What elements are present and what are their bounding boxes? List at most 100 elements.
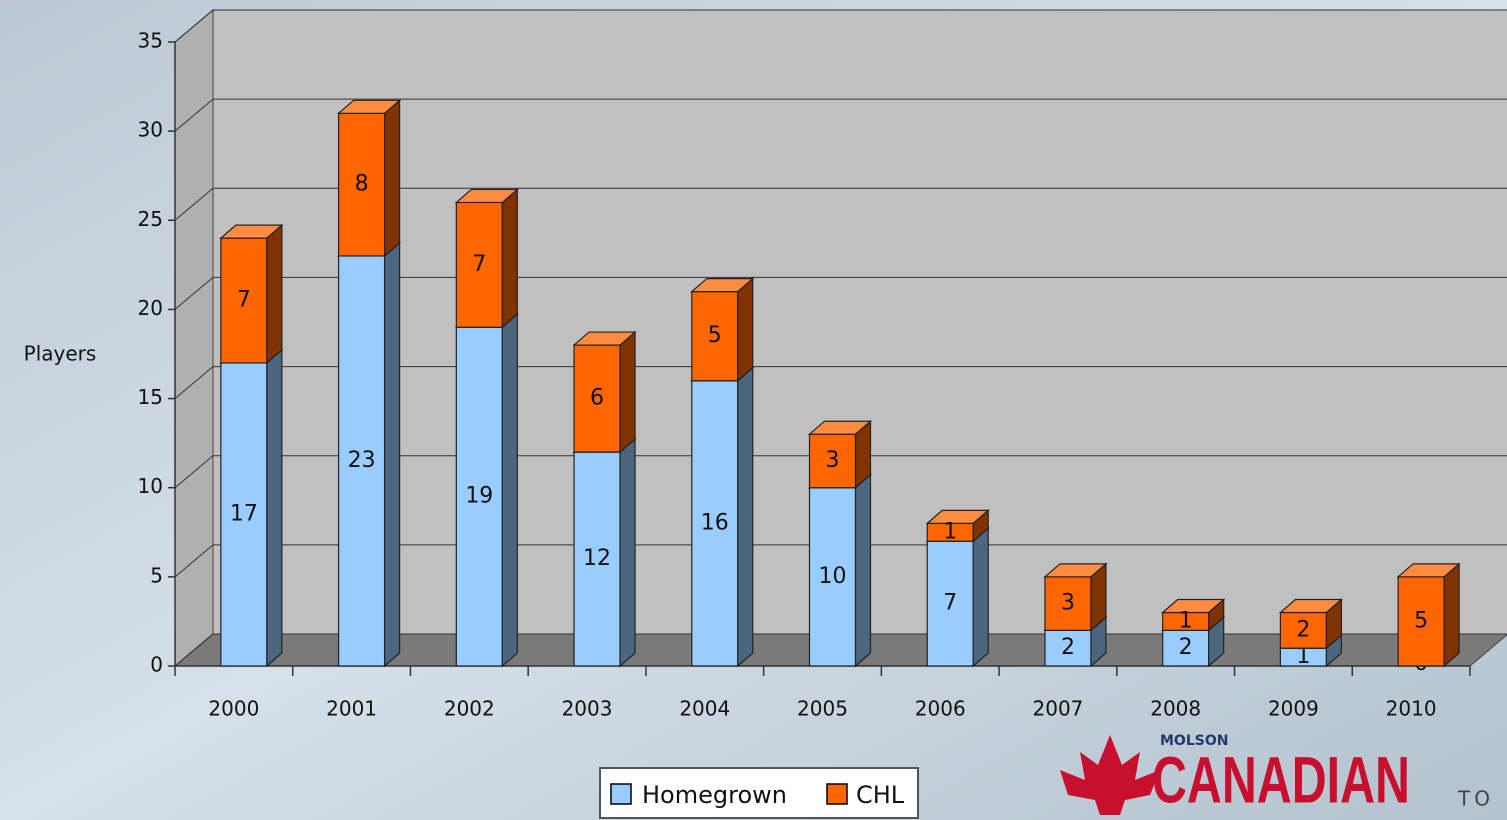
logo-text: MOLSON (1160, 733, 1228, 749)
bar-top (454, 188, 519, 204)
bar-segment (925, 509, 990, 543)
y-tick-label: 10 (138, 474, 163, 498)
bar-front (337, 112, 386, 257)
bar-side (501, 312, 518, 668)
y-tick-label: 35 (138, 29, 163, 53)
x-tick-label: 2000 (208, 697, 259, 721)
bar-segment (1278, 598, 1344, 650)
bar-side (854, 473, 872, 668)
data-label: 7 (472, 252, 486, 277)
grid-line (174, 187, 1507, 221)
bar-segment (1043, 562, 1108, 632)
bar-front (808, 433, 857, 489)
legend-label: Homegrown (642, 781, 787, 809)
bar-front (573, 451, 621, 667)
bar-front (220, 362, 268, 667)
bar-segment (572, 330, 637, 454)
bar-side (383, 241, 401, 668)
y-tick-label: 30 (138, 118, 163, 142)
x-tick-label: 2005 (797, 697, 848, 721)
legend-label: CHL (856, 781, 905, 809)
bar-side (972, 526, 989, 668)
bar-front (337, 255, 386, 667)
data-label: 3 (1061, 591, 1075, 616)
bar-front (691, 380, 739, 667)
bar-side (737, 366, 754, 668)
bar-segment (219, 223, 284, 365)
x-tick-label: 2006 (915, 697, 966, 721)
logo: MOLSON CANADIAN TO (1060, 733, 1490, 816)
bar-top (1396, 563, 1461, 578)
maple-leaf (1060, 735, 1160, 815)
y-tick-label: 25 (138, 207, 163, 231)
data-label: 5 (708, 323, 722, 348)
legend-swatch (610, 783, 632, 805)
data-label: 10 (819, 564, 847, 589)
x-tick-label: 2009 (1268, 697, 1319, 721)
bar-front (926, 540, 974, 667)
data-label: 12 (583, 546, 611, 571)
bar-segment (454, 188, 519, 329)
bar-side (383, 99, 401, 258)
y-tick-label: 20 (138, 296, 163, 320)
bar-segment (1161, 598, 1226, 632)
data-label: 1 (1179, 608, 1193, 633)
bar-segment (336, 99, 402, 258)
data-label: 1 (1296, 644, 1310, 669)
bar-side (1443, 562, 1460, 668)
data-label: 2 (1296, 617, 1310, 642)
x-tick-label: 2010 (1386, 697, 1437, 721)
data-label: 3 (826, 448, 840, 473)
grid-line (174, 455, 1507, 489)
bar-top (1161, 598, 1226, 614)
bar-side (737, 277, 754, 383)
bar-segment (336, 241, 402, 668)
y-tick-label: 5 (150, 563, 163, 587)
legend-swatch (826, 783, 848, 805)
bar-top (807, 420, 873, 435)
bar-front (573, 344, 621, 453)
data-label: 5 (1414, 608, 1428, 633)
grid-line (174, 544, 1507, 578)
legend-box (599, 767, 919, 819)
bar-front (808, 487, 857, 667)
bar-front (1397, 576, 1445, 667)
bar-top (219, 224, 284, 239)
bar-top (1043, 563, 1108, 578)
data-label: 6 (590, 386, 604, 411)
bar-top (1278, 598, 1344, 614)
data-label: 2 (1061, 635, 1075, 660)
bar-side (266, 348, 283, 668)
x-tick-label: 2008 (1150, 697, 1201, 721)
data-label: 2 (1179, 635, 1193, 660)
data-label: 1 (943, 519, 957, 544)
x-tick-label: 2007 (1033, 697, 1084, 721)
bar-segment (807, 419, 873, 490)
bar-side (619, 330, 636, 454)
bar-side (501, 188, 518, 329)
bar-top (336, 99, 402, 114)
x-tick-label: 2001 (326, 697, 377, 721)
bar-top (925, 509, 990, 524)
x-tick-label: 2002 (444, 697, 495, 721)
bar-segment (454, 312, 519, 668)
grid-line (174, 98, 1507, 132)
bar-segment (925, 526, 990, 668)
bar-front (220, 237, 268, 364)
bar-top (572, 331, 637, 346)
data-label: 17 (230, 501, 258, 526)
bar-segment (690, 277, 755, 383)
grid-line (174, 366, 1507, 399)
data-label: 8 (355, 172, 369, 197)
data-label: 23 (348, 448, 376, 473)
x-tick-label: 2004 (679, 697, 730, 721)
y-tick-label: 15 (138, 385, 163, 409)
y-axis-label: Players (24, 342, 97, 366)
bar-top (690, 278, 755, 293)
data-label: 19 (465, 484, 493, 509)
legend: Homegrown CHL (599, 767, 919, 819)
y-tick-label: 0 (150, 653, 163, 677)
bar-segment (1396, 562, 1461, 668)
data-label: 7 (237, 288, 251, 313)
